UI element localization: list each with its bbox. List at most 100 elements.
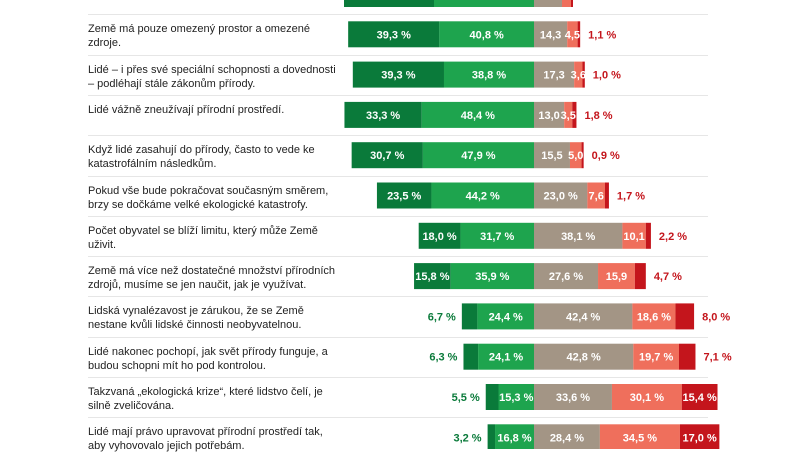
value-label-neutral: 42,8 %	[567, 352, 601, 364]
row-divider	[88, 336, 708, 338]
bar-segment-neutral	[534, 303, 633, 330]
value-label-neutral: 42,4 %	[566, 311, 600, 323]
bar-segment-agree	[477, 303, 534, 330]
bar-segment-strongly-disagree	[572, 101, 577, 128]
bar-segment-strongly-disagree	[679, 343, 696, 370]
bar-segment-strongly-agree	[485, 384, 499, 410]
row-label: Lidé nakonec pochopí, jak svět přírody f…	[88, 345, 328, 372]
bar-segment-strongly-disagree	[675, 303, 695, 330]
row-label: Počet obyvatel se blíží limitu, který mů…	[88, 224, 318, 251]
bar-segment-strongly-agree	[344, 101, 422, 128]
bar-segment-disagree	[599, 424, 680, 449]
value-label-strongly-disagree: 1,0 %	[593, 70, 621, 82]
value-label-neutral: 14,3	[540, 29, 561, 41]
value-label-strongly-agree: 39,3 %	[381, 70, 415, 82]
bar-segment-neutral	[534, 263, 599, 290]
row-label: Lidská vynalézavost je zárukou, že se Ze…	[88, 305, 304, 332]
value-label-disagree: 34,5 %	[623, 432, 657, 444]
row-divider	[88, 256, 708, 258]
bar-segment-strongly-agree	[463, 343, 479, 370]
row-label: Takzvaná „ekologická krize“, které lidst…	[88, 386, 323, 412]
bar-segment-neutral	[534, 343, 634, 370]
bar-segment-strongly-agree	[352, 61, 444, 88]
row-label: Když lidé zasahují do přírody, často to …	[88, 144, 315, 171]
bar-segment-disagree	[569, 142, 582, 169]
value-label-strongly-disagree: 8,0 %	[702, 311, 730, 323]
value-label-disagree: 10,1	[623, 231, 644, 243]
value-label-disagree: 3,6	[571, 70, 586, 82]
value-label-strongly-agree: 39,3 %	[377, 29, 411, 41]
value-label-disagree: 18,6 %	[637, 311, 671, 323]
value-label-agree: 44,2 %	[466, 191, 500, 203]
bar-segment-agree	[498, 384, 534, 410]
bar-segment-disagree	[632, 303, 676, 330]
value-label-disagree: 19,7 %	[639, 352, 673, 364]
value-label-strongly-agree: 18,0 %	[422, 231, 456, 243]
value-label-agree: 48,4 %	[461, 110, 495, 122]
bar-segment-neutral	[534, 101, 565, 128]
value-label-agree: 24,4 %	[489, 311, 523, 323]
value-label-strongly-disagree: 17,0 %	[683, 432, 717, 444]
value-label-disagree: 30,1 %	[630, 392, 664, 404]
value-label-strongly-disagree: 15,4 %	[683, 392, 717, 404]
row-label: Pokud vše bude pokračovat současným směr…	[88, 184, 329, 211]
value-label-strongly-disagree: 1,1 %	[588, 29, 616, 41]
value-label-agree: 15,3 %	[499, 392, 533, 404]
value-label-strongly-disagree: 0,9 %	[592, 150, 620, 162]
bar-segment-agree	[421, 101, 534, 128]
bar-segment-agree	[422, 142, 534, 169]
value-label-agree: 35,9 %	[475, 271, 509, 283]
bar-segment-agree	[431, 182, 534, 209]
bar-segment-disagree	[633, 343, 679, 370]
row-divider	[88, 417, 708, 419]
value-label-strongly-agree: 6,3 %	[429, 352, 457, 364]
bar-segment-strongly-disagree	[582, 61, 585, 88]
bar-segment-neutral	[534, 0, 562, 7]
row-label: Lidé vážně zneužívají přírodní prostředí…	[88, 103, 285, 116]
bar-segment-strongly-disagree	[577, 21, 581, 48]
bar-segment-neutral	[534, 424, 600, 449]
bar-segment-disagree	[564, 101, 573, 128]
bar-segment-strongly-agree	[348, 21, 440, 48]
value-label-agree: 40,8 %	[470, 29, 504, 41]
bar-segment-agree	[439, 21, 534, 48]
row-label: Lidé – i přes své speciální schopnosti a…	[88, 63, 336, 90]
bar-segment-neutral	[534, 384, 612, 410]
bar-segment-agree	[478, 343, 534, 370]
value-label-strongly-agree: 6,7 %	[428, 311, 456, 323]
bar-segment-strongly-agree	[344, 0, 434, 7]
bar-segment-strongly-agree	[461, 303, 478, 330]
bar-segment-agree	[434, 0, 534, 7]
value-label-neutral: 17,3	[543, 70, 564, 82]
bar-segment-strongly-agree	[414, 263, 451, 290]
row-divider	[88, 54, 708, 56]
bar-segment-agree	[460, 222, 534, 249]
value-label-strongly-agree: 30,7 %	[370, 150, 404, 162]
row-divider	[88, 14, 708, 16]
value-label-neutral: 27,6 %	[549, 271, 583, 283]
value-label-strongly-agree: 15,8 %	[415, 271, 449, 283]
value-label-agree: 16,8 %	[497, 432, 531, 444]
value-label-disagree: 7,6	[589, 191, 604, 203]
bar-segment-disagree	[622, 222, 646, 249]
row-divider	[88, 94, 708, 96]
bar-segment-agree	[443, 61, 534, 88]
row-label: Země má pouze omezený prostor a omezené …	[88, 23, 310, 50]
row-divider	[88, 215, 708, 217]
bar-segment-strongly-disagree	[681, 384, 718, 410]
bar-segment-strongly-agree	[376, 182, 432, 209]
value-label-strongly-disagree: 1,7 %	[617, 191, 645, 203]
bar-segment-disagree	[598, 263, 635, 290]
row-divider	[88, 135, 708, 137]
value-label-agree: 47,9 %	[461, 150, 495, 162]
bar-segment-neutral	[534, 61, 575, 88]
bar-segment-strongly-disagree	[645, 222, 651, 249]
value-label-agree: 38,8 %	[472, 70, 506, 82]
value-label-agree: 24,1 %	[489, 352, 523, 364]
value-label-strongly-agree: 23,5 %	[387, 191, 421, 203]
value-label-strongly-disagree: 1,8 %	[584, 110, 612, 122]
value-label-strongly-agree: 3,2 %	[453, 432, 481, 444]
value-label-strongly-agree: 5,5 %	[452, 392, 480, 404]
bar-segment-disagree	[562, 0, 571, 7]
